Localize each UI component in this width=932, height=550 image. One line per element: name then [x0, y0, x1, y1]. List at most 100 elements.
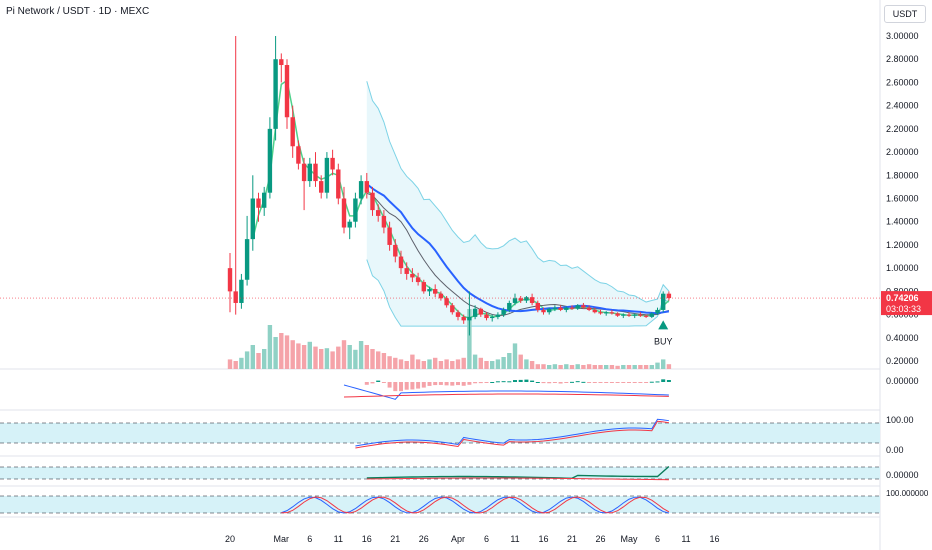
candle [467, 291, 472, 336]
volume-bar [564, 364, 569, 369]
volume-bar [467, 309, 472, 369]
volume-bar [569, 365, 575, 369]
macd-histogram-bar [598, 382, 603, 383]
volume-bar [655, 362, 660, 369]
candle [415, 272, 421, 286]
volume-bar [484, 361, 489, 369]
candle-body [512, 298, 518, 303]
candle-body [358, 181, 364, 199]
volume-bar [364, 345, 369, 369]
candle-body [450, 305, 455, 313]
price-tick-label: 1.40000 [886, 217, 919, 227]
candle-body [296, 146, 301, 164]
volume-bar [455, 359, 461, 369]
osc4-tick-label: 100.000000 [886, 489, 929, 498]
volume-bar [427, 359, 432, 369]
time-tick-label: 16 [538, 534, 548, 544]
macd-histogram-bar [564, 382, 569, 383]
candle [541, 307, 546, 315]
macd-histogram-bar [370, 382, 375, 384]
volume-bar [501, 357, 506, 369]
candle [364, 172, 369, 199]
countdown-label: 03:03:33 [886, 304, 921, 314]
volume-bar [558, 365, 563, 369]
volume-bar [410, 354, 415, 369]
candle-body [415, 277, 421, 283]
candle-body [244, 239, 250, 280]
candle [421, 279, 426, 294]
candle-body [341, 198, 347, 228]
volume-bar [370, 349, 375, 369]
oscillator-panes [0, 379, 880, 514]
volume-bar [358, 341, 364, 369]
macd-histogram-bar [478, 382, 483, 384]
currency-button[interactable]: USDT [884, 5, 926, 23]
price-tick-label: 2.40000 [886, 101, 919, 111]
volume-bar [381, 353, 387, 369]
candle-body [621, 314, 626, 316]
candle [233, 36, 238, 315]
candle-body [227, 268, 233, 292]
candle-body [273, 59, 278, 129]
volume-bar [490, 361, 495, 369]
moving-averages [252, 79, 670, 319]
candle-body [558, 307, 563, 310]
price-tick-label: 2.20000 [886, 124, 919, 134]
volume-bar [615, 365, 620, 369]
candle [250, 175, 255, 251]
candle [552, 305, 558, 312]
candle [244, 215, 250, 286]
macd-histogram-bar [666, 380, 671, 382]
price-tick-label: 2.80000 [886, 54, 919, 64]
candle-body [330, 157, 335, 170]
candle [324, 152, 330, 199]
macd-histogram-bar [558, 382, 563, 384]
candle-body [490, 316, 495, 319]
macd-histogram-bar [604, 382, 609, 383]
volume-bar [524, 359, 529, 369]
volume-bar [444, 359, 449, 369]
macd-histogram-bar [461, 382, 466, 386]
volume-bar [632, 365, 637, 369]
macd-histogram-bar [381, 382, 386, 383]
buy-arrow-icon [658, 320, 669, 330]
candle-body [319, 181, 324, 193]
candle [358, 175, 364, 205]
volume-bar [586, 364, 592, 369]
volume-bar [438, 361, 444, 369]
time-tick-label: 26 [419, 534, 429, 544]
band-upper [366, 81, 670, 303]
candles [0, 36, 880, 336]
candle-body [598, 312, 603, 314]
candle-body [404, 268, 409, 274]
volume-bar [450, 361, 455, 369]
macd-histogram-bar [615, 382, 620, 383]
candle-body [529, 297, 535, 303]
osc3-line [366, 465, 670, 479]
time-tick-label: Mar [274, 534, 290, 544]
candle-body [324, 157, 330, 193]
candle [472, 305, 478, 320]
candle-body [433, 289, 438, 294]
candle-body [666, 293, 672, 299]
candle-body [393, 244, 398, 257]
volume-bar [250, 345, 255, 369]
macd-histogram-bar [632, 382, 637, 383]
macd-histogram-bar [530, 380, 535, 382]
volume-bar [336, 346, 341, 369]
price-tick-label: 1.60000 [886, 194, 919, 204]
candle-body [484, 314, 489, 319]
candle-body [615, 313, 620, 316]
candle [410, 268, 415, 283]
time-tick-label: 21 [567, 534, 577, 544]
volume-bar [256, 353, 261, 369]
candle-body [256, 198, 261, 208]
candle-body [547, 308, 552, 313]
candle [273, 36, 278, 141]
time-tick-label: May [620, 534, 638, 544]
candle-body [569, 307, 575, 309]
volume-bar [643, 365, 649, 369]
candle-body [541, 309, 546, 313]
macd-histogram-bar [410, 382, 415, 390]
